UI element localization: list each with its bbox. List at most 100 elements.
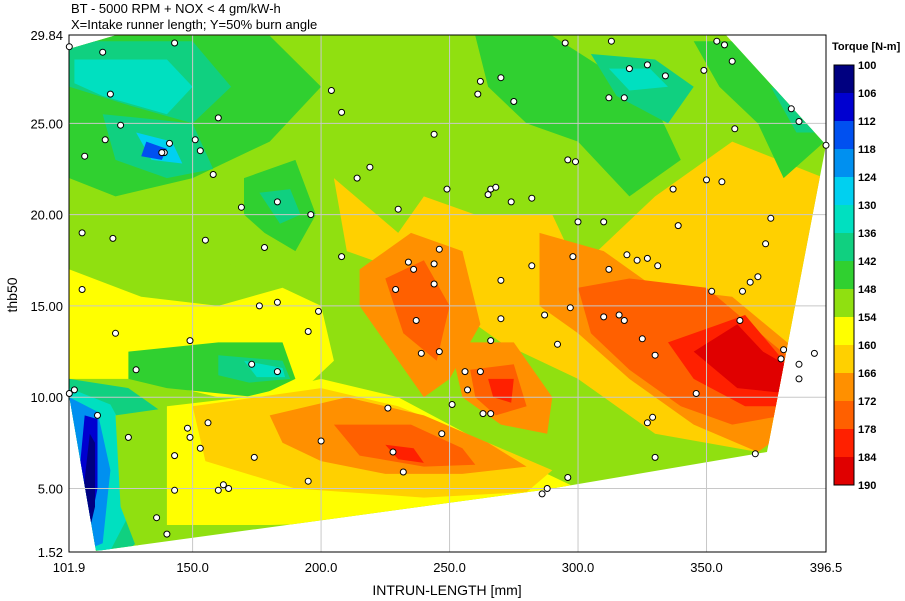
data-point <box>338 108 346 116</box>
data-point <box>528 262 536 270</box>
x-tick-label: 396.5 <box>810 560 843 575</box>
data-point <box>186 337 194 345</box>
chart-title: BT - 5000 RPM + NOX < 4 gm/kW-h <box>71 1 281 16</box>
data-point <box>81 152 89 160</box>
data-point <box>474 90 482 98</box>
data-point <box>214 114 222 122</box>
data-point <box>795 360 803 368</box>
data-point <box>94 411 101 419</box>
legend-swatch <box>834 317 854 345</box>
data-point <box>605 265 613 273</box>
legend-level-label: 160 <box>858 340 876 352</box>
data-point <box>394 205 402 213</box>
data-point <box>201 236 209 244</box>
legend-swatch <box>834 93 854 121</box>
data-point <box>404 258 412 266</box>
legend-level-label: 142 <box>858 256 876 268</box>
data-point <box>795 375 803 383</box>
data-point <box>412 317 420 324</box>
legend-frame <box>833 64 855 486</box>
data-point <box>739 287 746 295</box>
data-point <box>304 328 312 335</box>
gridlines <box>68 34 827 553</box>
data-point <box>166 139 173 147</box>
data-point <box>273 298 281 306</box>
legend-level-label: 184 <box>858 452 877 464</box>
legend-swatch <box>834 205 854 233</box>
data-point <box>487 410 495 418</box>
legend-level-label: 190 <box>858 480 876 492</box>
legend-swatch <box>834 149 854 177</box>
data-point <box>607 37 615 45</box>
data-point <box>649 413 657 421</box>
data-point <box>338 253 346 261</box>
y-axis: 1.52 5.00 10.00 15.00 20.00 25.00 29.84 <box>30 28 63 560</box>
x-tick-label: 350.0 <box>690 560 723 575</box>
data-point <box>476 77 484 85</box>
data-point <box>746 278 754 286</box>
legend-swatch <box>834 401 854 429</box>
data-point <box>184 424 191 432</box>
data-point <box>713 37 721 45</box>
data-point <box>600 313 608 321</box>
data-point <box>65 390 73 397</box>
data-point <box>196 444 204 452</box>
data-point <box>615 311 623 319</box>
data-point <box>186 433 194 441</box>
data-point <box>237 203 245 211</box>
data-point <box>654 262 662 270</box>
legend-level-label: 124 <box>858 172 877 184</box>
data-point <box>430 260 438 268</box>
legend-level-label: 148 <box>858 284 876 296</box>
data-point <box>78 286 86 293</box>
data-point <box>132 366 140 374</box>
data-point <box>163 530 171 538</box>
data-point <box>497 315 505 323</box>
data-point <box>196 147 204 155</box>
contour-band <box>74 59 193 115</box>
data-point <box>435 348 443 356</box>
data-point <box>569 253 577 261</box>
y-tick-label: 25.00 <box>30 116 63 131</box>
data-point <box>204 419 212 427</box>
legend-level-label: 112 <box>858 116 876 128</box>
data-point <box>366 163 374 171</box>
legend-swatch <box>834 373 854 401</box>
legend-swatch <box>834 345 854 373</box>
data-point <box>112 329 119 337</box>
legend-level-label: 130 <box>858 200 876 212</box>
data-point <box>438 430 446 438</box>
y-tick-label: 29.84 <box>30 28 63 43</box>
x-axis: 101.9 150.0 200.0 250.0 300.0 350.0 396.5 <box>53 560 843 575</box>
legend-level-label: 136 <box>858 228 876 240</box>
data-point <box>219 481 227 489</box>
data-point <box>389 448 397 456</box>
y-tick-label: 1.52 <box>38 545 63 560</box>
data-point <box>392 286 400 293</box>
data-point <box>674 222 682 230</box>
data-point <box>124 433 132 441</box>
data-point <box>564 474 572 481</box>
data-point <box>78 229 86 237</box>
data-point <box>171 486 179 494</box>
data-point <box>721 41 728 49</box>
data-point <box>638 335 646 343</box>
legend-swatch <box>834 289 854 317</box>
data-point <box>605 94 613 102</box>
data-point <box>317 437 325 445</box>
data-point <box>461 368 469 376</box>
data-point <box>538 490 546 498</box>
data-point <box>572 158 579 166</box>
data-point <box>261 244 268 251</box>
data-point <box>692 390 700 397</box>
x-axis-label: INTRUN-LENGTH [mm] <box>372 582 521 598</box>
data-point <box>448 401 456 408</box>
data-point <box>273 368 281 376</box>
data-point <box>718 178 726 186</box>
data-point <box>255 302 263 310</box>
data-point <box>507 198 515 206</box>
legend-swatch <box>834 457 854 485</box>
legend-swatch <box>834 429 854 457</box>
data-point <box>443 185 451 193</box>
data-point <box>777 355 785 363</box>
